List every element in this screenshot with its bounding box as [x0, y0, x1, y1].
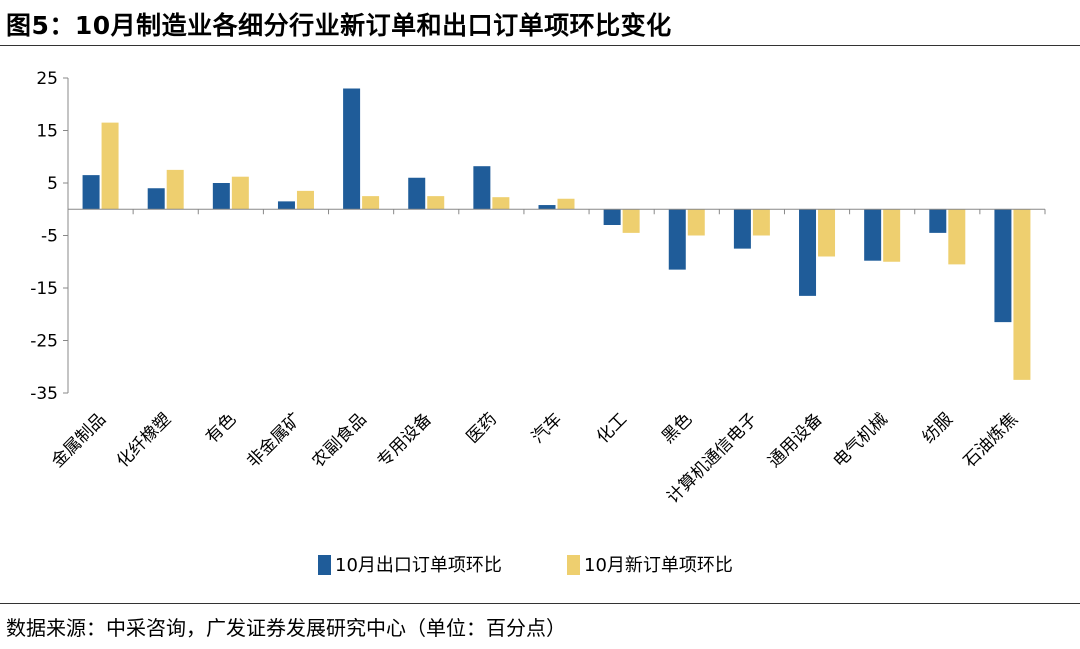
category-label: 纺服 — [919, 409, 957, 447]
legend-swatch-new-orders — [567, 555, 580, 575]
category-label: 电气机械 — [829, 409, 891, 471]
category-label: 石油炼焦 — [960, 409, 1022, 471]
bar-new-orders — [362, 196, 380, 210]
bar-new-orders — [622, 209, 640, 233]
bar-chart: 25 15 5 -5 -15 -25 -35 金属制品 化纤橡塑 有色 非金属矿 农副食品 专用设备医… — [30, 69, 1046, 576]
category-label: 专用设备 — [374, 409, 436, 471]
y-tick-label: -25 — [30, 332, 58, 352]
bar-export-orders — [994, 209, 1012, 323]
bar-new-orders — [883, 209, 901, 262]
category-label: 非金属矿 — [243, 409, 305, 471]
bar-new-orders — [1013, 209, 1031, 380]
category-label: 化纤橡塑 — [113, 409, 175, 471]
bar-new-orders — [231, 176, 249, 210]
category-label: 金属制品 — [48, 409, 110, 471]
y-tick-label: -5 — [41, 227, 58, 247]
category-label: 黑色 — [658, 409, 696, 447]
category-label: 化工 — [593, 409, 631, 447]
bar-export-orders — [929, 209, 947, 233]
bar-export-orders — [538, 205, 556, 210]
legend-label-new-orders: 10月新订单项环比 — [584, 555, 733, 576]
bar-new-orders — [296, 190, 314, 210]
category-label: 通用设备 — [764, 409, 826, 471]
bar-export-orders — [864, 209, 882, 261]
bar-export-orders — [668, 209, 686, 270]
bar-new-orders — [948, 209, 966, 265]
bar-export-orders — [799, 209, 817, 296]
bottom-rule — [0, 603, 1080, 604]
bar-export-orders — [212, 183, 230, 210]
bar-new-orders — [818, 209, 836, 257]
category-label: 汽车 — [528, 409, 566, 447]
category-label: 农副食品 — [308, 409, 370, 471]
bar-new-orders — [752, 209, 770, 236]
x-axis — [67, 208, 1046, 215]
y-tick-label: 15 — [36, 122, 58, 142]
bar-new-orders — [427, 196, 445, 210]
category-label: 有色 — [202, 409, 240, 447]
category-label: 医药 — [463, 409, 501, 447]
legend-label-export-orders: 10月出口订单项环比 — [335, 555, 502, 576]
bar-new-orders — [557, 198, 575, 210]
bar-export-orders — [733, 209, 751, 249]
bar-export-orders — [408, 177, 426, 210]
y-tick-label: -35 — [30, 384, 58, 404]
bar-new-orders — [492, 197, 510, 210]
bar-export-orders — [603, 209, 621, 225]
bar-export-orders — [277, 201, 295, 210]
bar-export-orders — [473, 166, 491, 210]
bar-new-orders — [166, 169, 184, 210]
top-rule — [0, 45, 1080, 46]
bar-export-orders — [343, 88, 361, 210]
y-tick-label: 25 — [36, 69, 58, 89]
legend: 10月出口订单项环比 10月新订单项环比 — [318, 555, 733, 576]
source-note: 数据来源：中采咨询，广发证券发展研究中心（单位：百分点） — [6, 616, 566, 640]
bar-new-orders — [101, 122, 119, 210]
figure-title: 图5：10月制造业各细分行业新订单和出口订单项环比变化 — [6, 11, 672, 40]
bar-new-orders — [687, 209, 705, 236]
bar-export-orders — [82, 175, 100, 210]
legend-swatch-export-orders — [318, 555, 331, 575]
bar-export-orders — [147, 188, 165, 210]
y-axis: 25 15 5 -5 -15 -25 -35 — [30, 69, 69, 404]
bars — [82, 88, 1031, 380]
y-tick-label: -15 — [30, 279, 58, 299]
y-tick-label: 5 — [47, 174, 58, 194]
